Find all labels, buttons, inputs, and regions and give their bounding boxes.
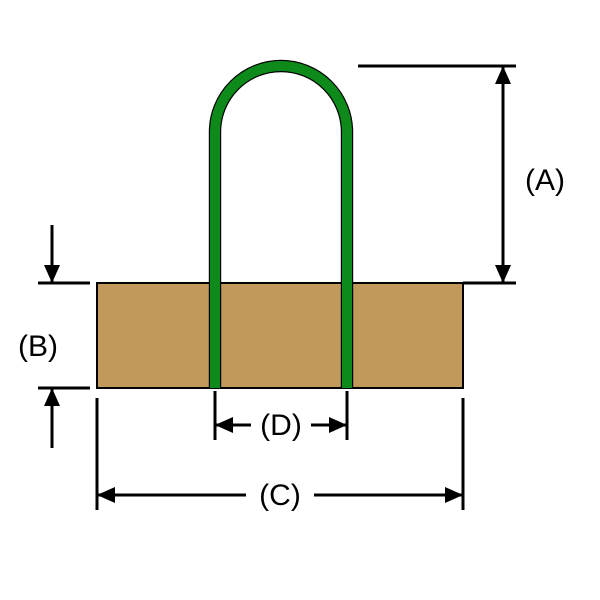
dimension-a-label: (A) (525, 164, 565, 197)
dimension-d-label: (D) (260, 409, 302, 442)
dimension-b-label: (B) (18, 330, 58, 363)
mounting-block (97, 283, 463, 388)
dimension-c-label: (C) (259, 479, 301, 512)
